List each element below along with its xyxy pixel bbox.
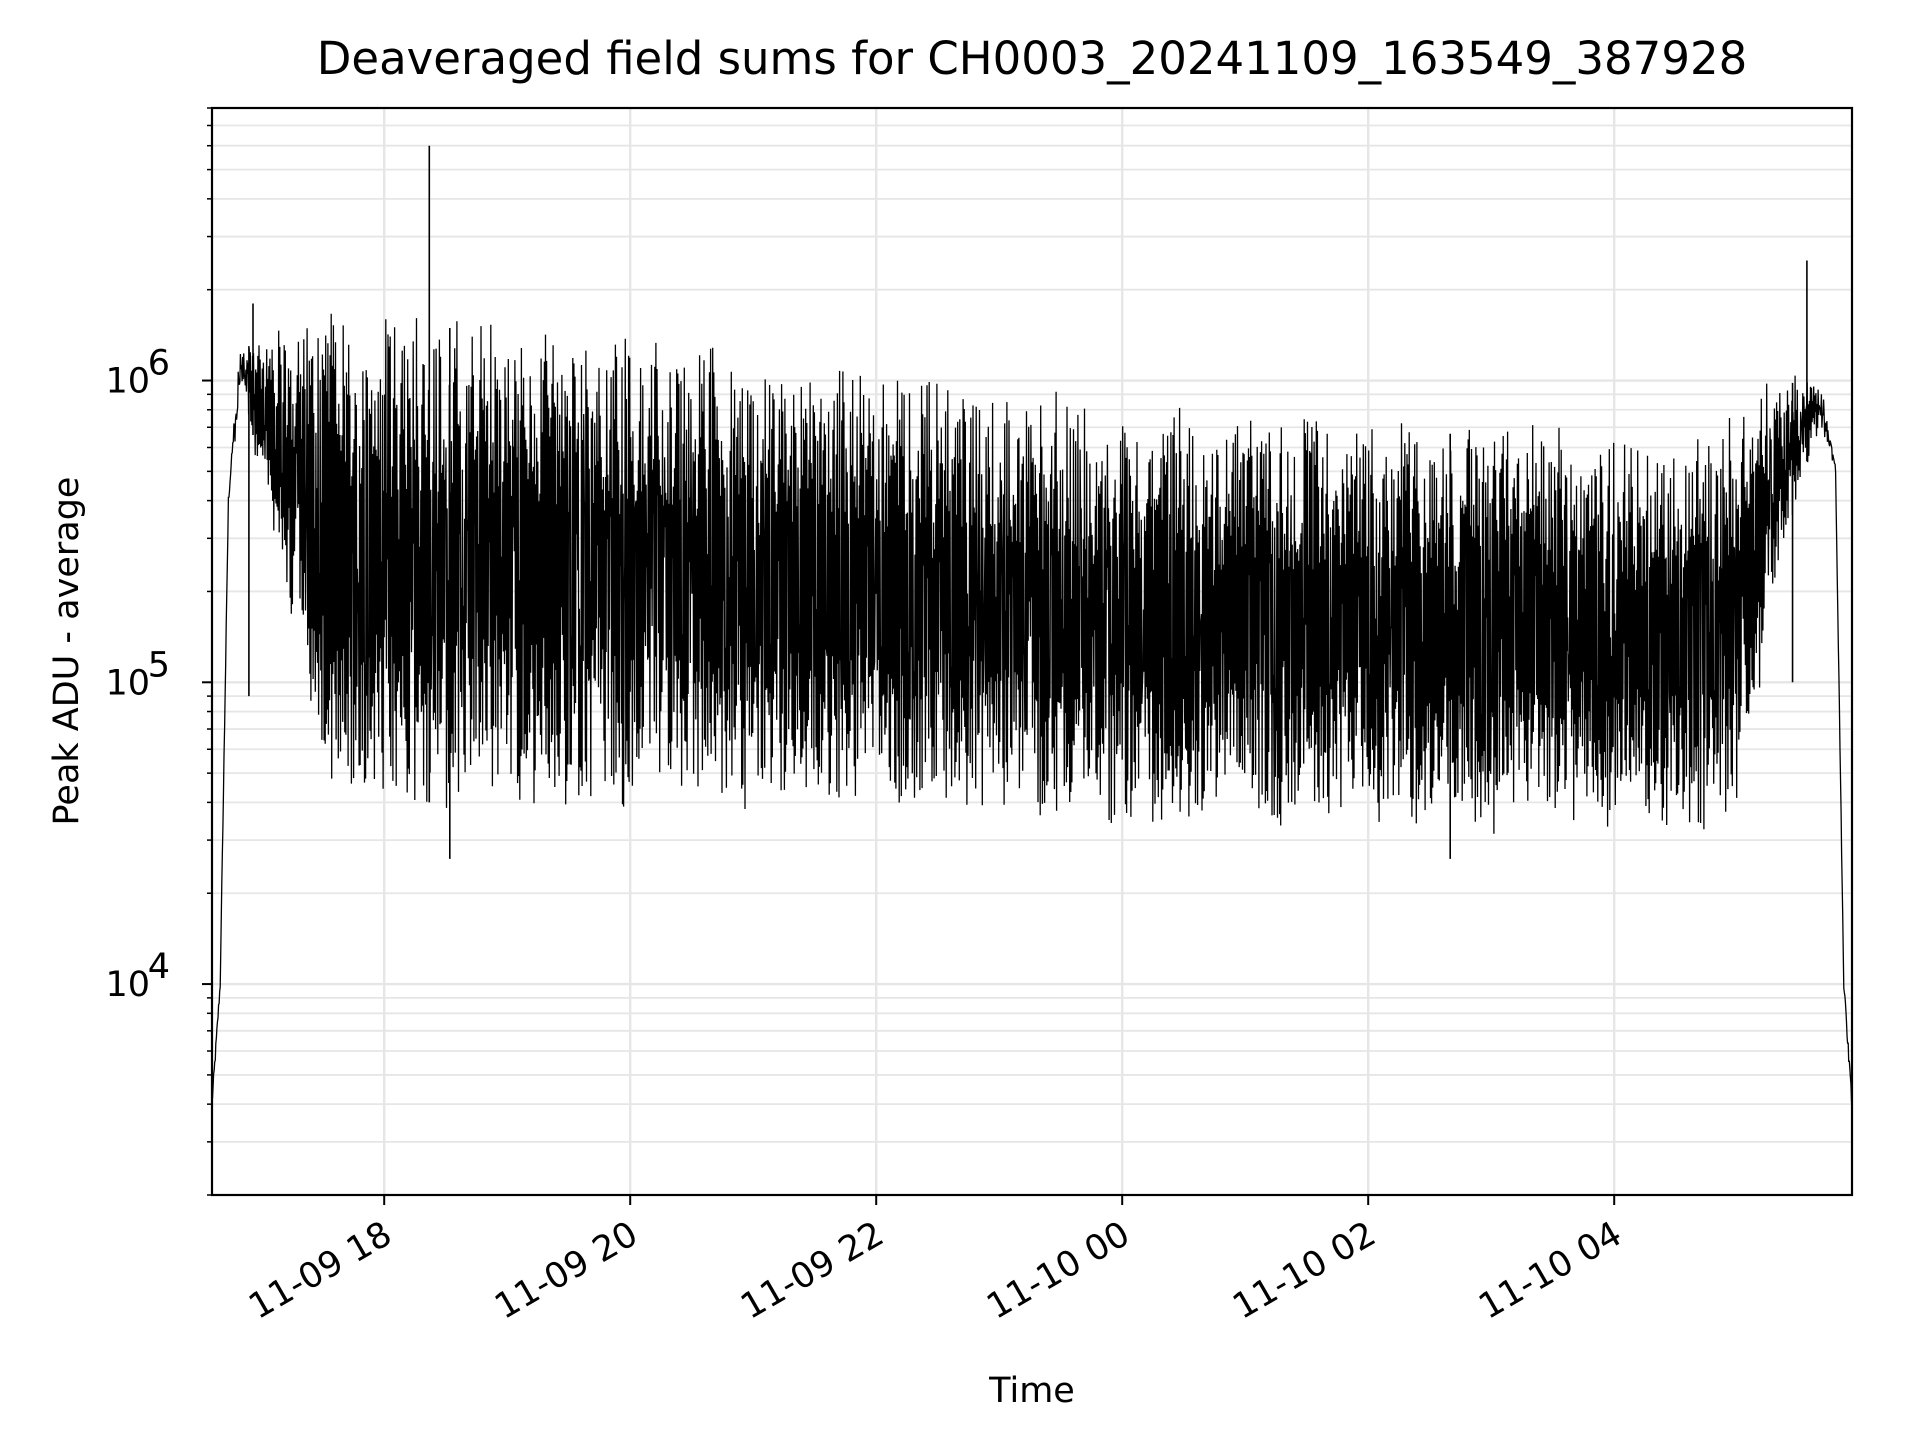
- x-tick-label: 11-10 00: [980, 1214, 1136, 1327]
- y-tick-base: 10: [105, 965, 150, 1005]
- x-tick-label: 11-09 22: [734, 1214, 890, 1327]
- x-tick-label: 11-10 04: [1472, 1214, 1628, 1327]
- x-tick-label: 11-09 20: [488, 1214, 644, 1327]
- y-tick-base: 10: [105, 362, 150, 402]
- x-axis-label: Time: [988, 1371, 1075, 1411]
- y-tick-label: 10: [105, 965, 150, 1005]
- y-axis-label: Peak ADU - average: [47, 477, 87, 826]
- x-tick-label: 11-09 18: [242, 1214, 398, 1327]
- axes-frame: [210, 106, 1854, 1197]
- y-tick-label: 10: [105, 663, 150, 703]
- y-tick-exponent: 6: [148, 344, 170, 384]
- series-layer: [211, 145, 1853, 1108]
- data-series-line: [211, 313, 1853, 1108]
- y-tick-label: 10: [105, 362, 150, 402]
- y-tick-base: 10: [105, 663, 150, 703]
- x-tick-label: 11-10 02: [1226, 1214, 1382, 1327]
- chart-title: Deaveraged field sums for CH0003_2024110…: [316, 32, 1748, 85]
- y-tick-exponent: 4: [148, 947, 170, 987]
- y-tick-exponent: 5: [148, 645, 170, 685]
